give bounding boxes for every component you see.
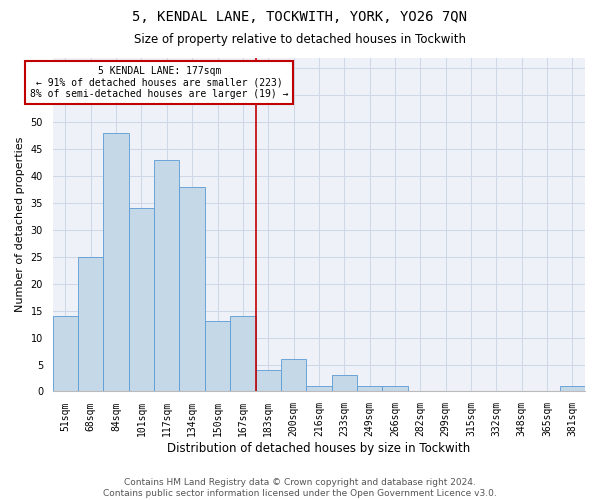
Text: 5 KENDAL LANE: 177sqm
← 91% of detached houses are smaller (223)
8% of semi-deta: 5 KENDAL LANE: 177sqm ← 91% of detached …	[30, 66, 289, 99]
Bar	[382, 386, 407, 392]
Bar	[560, 386, 585, 392]
X-axis label: Distribution of detached houses by size in Tockwith: Distribution of detached houses by size …	[167, 442, 470, 455]
Text: Size of property relative to detached houses in Tockwith: Size of property relative to detached ho…	[134, 32, 466, 46]
Y-axis label: Number of detached properties: Number of detached properties	[15, 137, 25, 312]
Bar	[53, 316, 78, 392]
Bar	[205, 322, 230, 392]
Bar	[306, 386, 332, 392]
Bar	[129, 208, 154, 392]
Text: Contains HM Land Registry data © Crown copyright and database right 2024.
Contai: Contains HM Land Registry data © Crown c…	[103, 478, 497, 498]
Bar	[357, 386, 382, 392]
Text: 5, KENDAL LANE, TOCKWITH, YORK, YO26 7QN: 5, KENDAL LANE, TOCKWITH, YORK, YO26 7QN	[133, 10, 467, 24]
Bar	[256, 370, 281, 392]
Bar	[281, 359, 306, 392]
Bar	[78, 257, 103, 392]
Bar	[103, 133, 129, 392]
Bar	[154, 160, 179, 392]
Bar	[230, 316, 256, 392]
Bar	[332, 376, 357, 392]
Bar	[179, 187, 205, 392]
